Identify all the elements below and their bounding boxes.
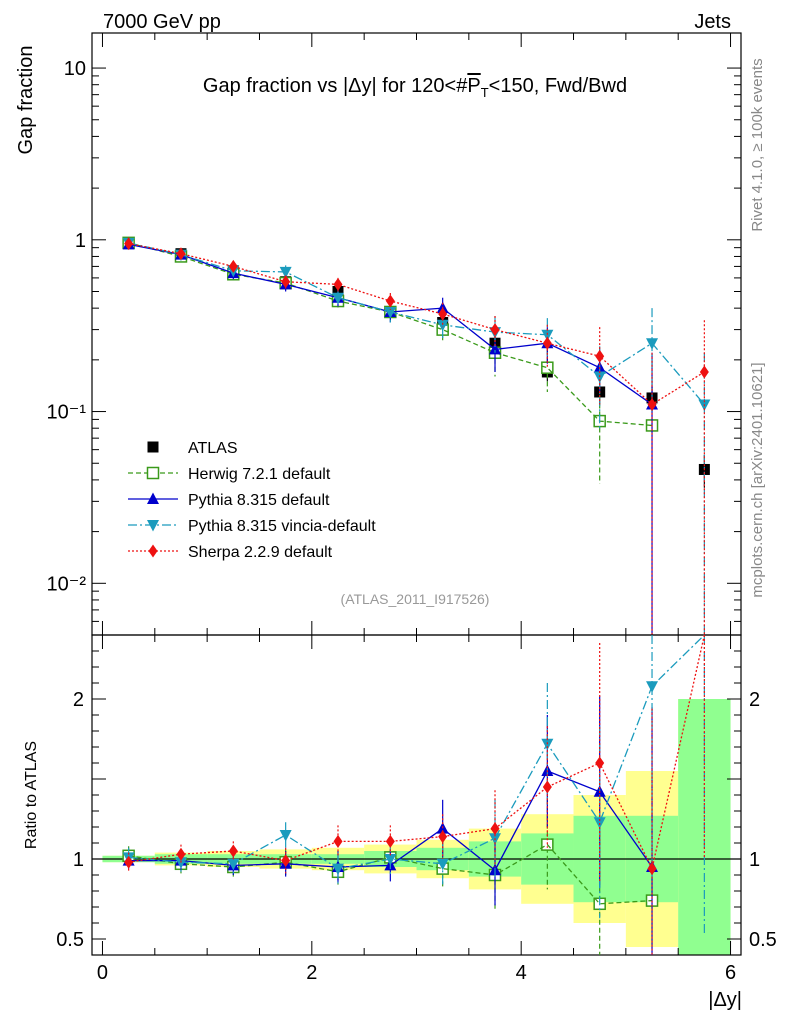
pythia-8-315-vincia-default-ratio-point	[593, 817, 606, 829]
y-tick-label: 10⁻¹	[47, 402, 87, 424]
pythia-8-315-default-line	[128, 243, 653, 405]
title-p: P	[467, 75, 480, 97]
x-tick-label: 6	[725, 962, 736, 984]
sherpa-2-2-9-default-point	[228, 259, 238, 273]
legend-marker-herwig-7-2-1-default	[146, 466, 160, 480]
ratio-tick-label: 1	[73, 849, 84, 871]
pythia-8-315-vincia-default-point	[436, 319, 449, 332]
sherpa-2-2-9-default-point	[333, 277, 343, 291]
sherpa-2-2-9-default-line	[128, 242, 705, 406]
sherpa-2-2-9-default-ratio-line	[128, 634, 705, 871]
energy-label: 7000 GeV pp	[103, 11, 221, 33]
y-tick-label: 10	[64, 58, 86, 80]
sherpa-2-2-9-default-ratio-point	[385, 834, 395, 848]
sherpa-2-2-9-default-point	[699, 365, 709, 379]
y-tick-label: 1	[75, 230, 86, 252]
title-main: Gap fraction vs |Δy| for 120<#	[203, 75, 468, 97]
legend-label-pythia-8-315-vincia-default: Pythia 8.315 vincia-default	[188, 518, 376, 535]
main-panel: 10 1 10⁻¹ 10⁻²	[47, 32, 742, 636]
sherpa-2-2-9-default-ratio-point	[542, 780, 552, 794]
y-axis-label: Gap fraction	[15, 46, 37, 155]
x-axis-label: |Δy|	[708, 989, 742, 1011]
legend-marker-atlas	[147, 441, 159, 453]
sherpa-2-2-9-default-point	[542, 336, 552, 350]
pythia-8-315-vincia-default-ratio-line	[128, 634, 705, 870]
pythia-8-315-vincia-default-point	[384, 306, 397, 319]
sherpa-2-2-9-default-point	[438, 307, 448, 321]
rivet-label: Rivet 4.1.0, ≥ 100k events	[749, 58, 766, 231]
sherpa-2-2-9-default-ratio-point	[281, 854, 291, 868]
ratio-tick-label-right: 0.5	[749, 929, 777, 951]
legend-marker-pythia-8-315-default	[147, 492, 159, 504]
legend-label-herwig-7-2-1-default: Herwig 7.2.1 default	[188, 466, 331, 483]
pythia-8-315-vincia-default-point	[279, 266, 292, 279]
pythia-8-315-vincia-default-point	[331, 292, 344, 305]
ratio-tick-label: 0.5	[56, 929, 84, 951]
legend-label-pythia-8-315-default: Pythia 8.315 default	[188, 492, 330, 509]
analysis-id: (ATLAS_2011_I917526)	[341, 591, 490, 607]
legend-label-sherpa-2-2-9-default: Sherpa 2.2.9 default	[188, 544, 333, 561]
mcplots-label: mcplots.cern.ch [arXiv:2401.10621]	[749, 362, 766, 597]
ratio-tick-label-right: 1	[749, 849, 760, 871]
x-tick-label: 2	[306, 962, 317, 984]
ratio-panel: 0 2 4 6 2 2 1 1 0.5 0.5	[56, 634, 777, 984]
ratio-axis-label: Ratio to ATLAS	[23, 741, 40, 849]
chart-title: Gap fraction vs |Δy| for 120<#PT<150, Fw…	[203, 75, 627, 100]
title-tail: <150, Fwd/Bwd	[489, 75, 627, 97]
ratio-tick-label-right: 2	[749, 689, 760, 711]
legend-marker-pythia-8-315-vincia-default	[147, 520, 159, 532]
sherpa-2-2-9-default-ratio-point	[438, 830, 448, 844]
legend-label-atlas: ATLAS	[188, 440, 238, 457]
y-tick-label: 10⁻²	[47, 573, 87, 595]
legend: ATLAS Herwig 7.2.1 default Pythia 8.315 de…	[128, 440, 376, 561]
x-tick-label: 4	[516, 962, 527, 984]
pythia-8-315-vincia-default-ratio-point	[174, 857, 187, 869]
ratio-tick-label: 2	[73, 689, 84, 711]
pythia-8-315-vincia-default-ratio-point	[384, 854, 397, 866]
x-tick-label: 0	[97, 962, 108, 984]
legend-marker-sherpa-2-2-9-default	[148, 544, 158, 558]
sherpa-2-2-9-default-ratio-point	[333, 834, 343, 848]
category-label: Jets	[694, 11, 731, 33]
sherpa-2-2-9-default-ratio-point	[647, 862, 657, 876]
herwig-7-2-1-default-line	[128, 242, 653, 427]
title-sub: T	[481, 85, 489, 100]
